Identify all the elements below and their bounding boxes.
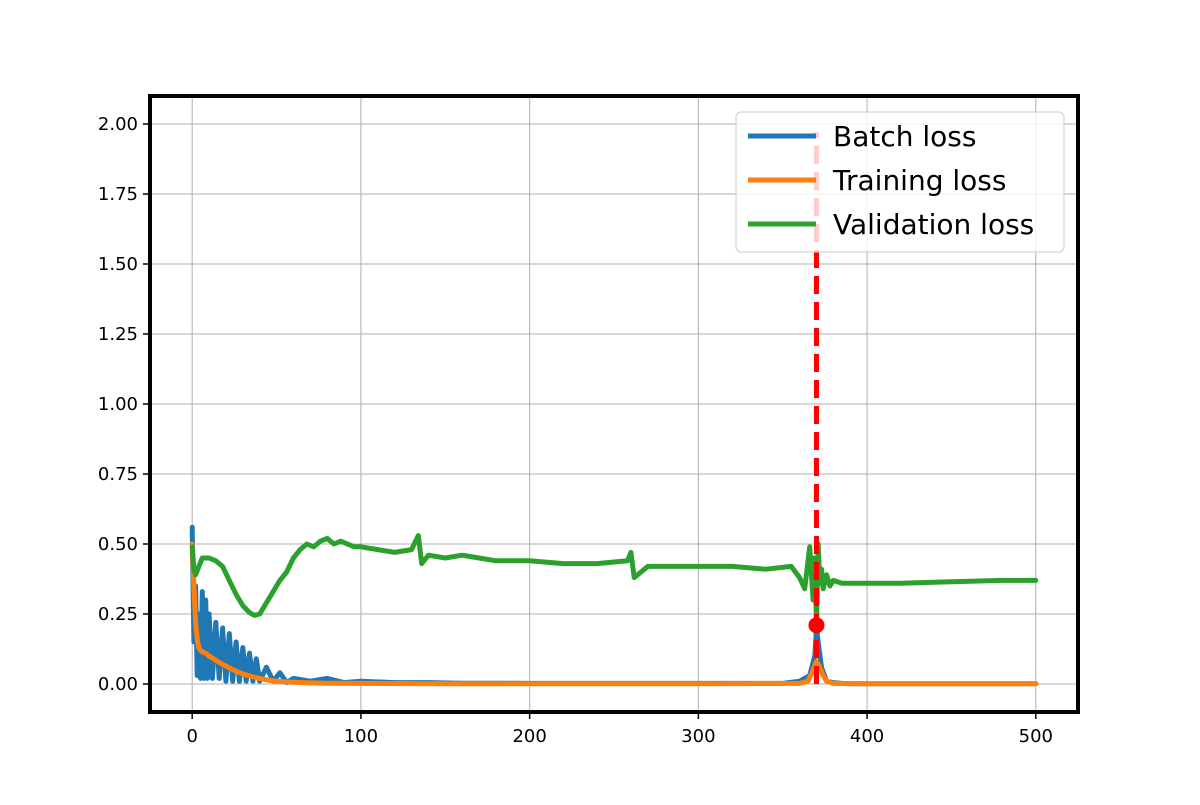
y-tick-label: 1.50 xyxy=(98,254,138,275)
legend-label-training-loss: Training loss xyxy=(832,164,1006,197)
validation-loss-line xyxy=(189,533,1039,628)
legend: Batch loss Training loss Validation loss xyxy=(735,111,1065,253)
x-tick-label: 500 xyxy=(1019,726,1053,747)
y-tick-label: 1.75 xyxy=(98,184,138,205)
y-tick-label: 2.00 xyxy=(98,114,138,135)
x-tick-label: 300 xyxy=(681,726,715,747)
y-tick-label: 0.50 xyxy=(98,534,138,555)
best-epoch-marker xyxy=(808,617,825,634)
y-tick-label: 0.75 xyxy=(98,464,138,485)
legend-box xyxy=(735,111,1065,253)
x-tick-label: 200 xyxy=(512,726,546,747)
series-group xyxy=(189,524,1039,687)
training-loss-line xyxy=(189,541,1039,687)
y-tick-label: 1.00 xyxy=(98,394,138,415)
batch-loss-line xyxy=(189,524,1039,687)
x-tick-label: 100 xyxy=(344,726,378,747)
tick-group: 0 100 200 300 400 500 0.00 0.25 0.50 0.75 1.00 1.25… xyxy=(98,114,1053,747)
legend-label-batch-loss: Batch loss xyxy=(833,120,976,153)
legend-label-validation-loss: Validation loss xyxy=(833,208,1034,241)
x-tick-label: 400 xyxy=(850,726,884,747)
x-tick-label: 0 xyxy=(186,726,197,747)
y-tick-label: 1.25 xyxy=(98,324,138,345)
y-tick-label: 0.00 xyxy=(98,674,138,695)
y-tick-label: 0.25 xyxy=(98,604,138,625)
